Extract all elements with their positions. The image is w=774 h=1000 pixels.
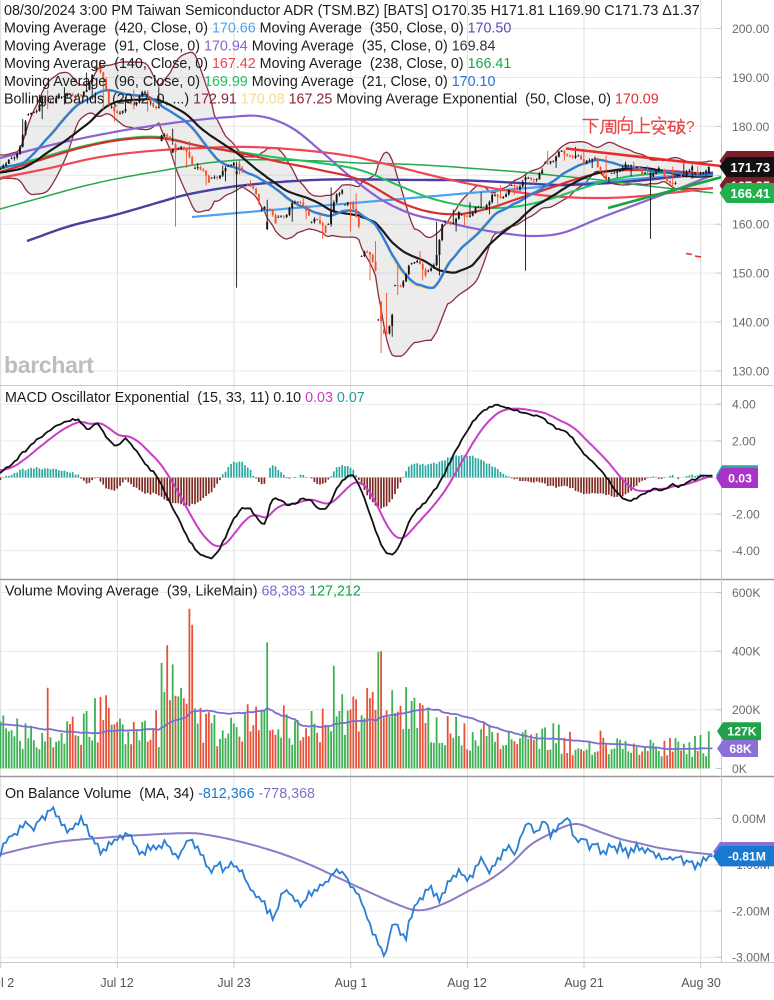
svg-text:08/30/2024 3:00 PM Taiwan Semi: 08/30/2024 3:00 PM Taiwan Semiconductor … [4, 3, 700, 19]
svg-text:-2.00M: -2.00M [732, 904, 770, 918]
svg-text:Aug 30: Aug 30 [681, 976, 721, 990]
svg-text:2.00: 2.00 [732, 434, 756, 448]
svg-text:barchart: barchart [4, 352, 94, 378]
svg-text:-3.00M: -3.00M [732, 951, 770, 965]
svg-text:400K: 400K [732, 645, 760, 659]
svg-text:Moving Average (140, Close, 0: Moving Average (140, Close, 0) 167.42 Mo… [4, 56, 511, 72]
svg-text:-4.00: -4.00 [732, 544, 760, 558]
svg-text:-2.00: -2.00 [732, 508, 760, 522]
svg-text:166.41: 166.41 [730, 186, 770, 201]
svg-text:Jul 2: Jul 2 [0, 976, 14, 990]
svg-text:200K: 200K [732, 703, 760, 717]
svg-text:Moving Average (91, Close, 0): Moving Average (91, Close, 0) 170.94 Mov… [4, 38, 495, 54]
svg-text:Aug 12: Aug 12 [447, 976, 487, 990]
svg-text:-0.81M: -0.81M [728, 850, 766, 864]
svg-text:MACD Oscillator Exponential (: MACD Oscillator Exponential (15, 33, 11)… [5, 390, 365, 406]
svg-text:On Balance Volume (MA, 34) -8: On Balance Volume (MA, 34) -812,366 -778… [5, 786, 315, 802]
svg-text:160.00: 160.00 [732, 218, 769, 232]
svg-text:0.00M: 0.00M [732, 812, 766, 826]
svg-text:Aug 21: Aug 21 [564, 976, 604, 990]
svg-text:0.03: 0.03 [728, 472, 752, 486]
svg-text:130.00: 130.00 [732, 364, 769, 378]
svg-text:Jul 12: Jul 12 [100, 976, 133, 990]
svg-text:Moving Average (96, Close, 0): Moving Average (96, Close, 0) 169.99 Mov… [4, 74, 495, 90]
svg-text:?: ? [686, 119, 695, 136]
svg-text:68K: 68K [729, 742, 752, 756]
svg-text:4.00: 4.00 [732, 398, 756, 412]
svg-text:Bollinger Bands (20, 2, 0, ..: Bollinger Bands (20, 2, 0, ...) 172.91 1… [4, 92, 659, 108]
svg-text:180.00: 180.00 [732, 120, 769, 134]
svg-text:127K: 127K [727, 725, 756, 739]
svg-text:Jul 23: Jul 23 [217, 976, 250, 990]
svg-text:140.00: 140.00 [732, 315, 769, 329]
svg-text:150.00: 150.00 [732, 267, 769, 281]
svg-text:0K: 0K [732, 762, 747, 776]
svg-text:Aug 1: Aug 1 [335, 976, 368, 990]
svg-text:600K: 600K [732, 586, 760, 600]
svg-text:Volume Moving Average (39, Li: Volume Moving Average (39, LikeMain) 68,… [5, 584, 361, 600]
svg-text:200.00: 200.00 [732, 22, 769, 36]
svg-text:171.73: 171.73 [730, 160, 770, 175]
svg-text:190.00: 190.00 [732, 71, 769, 85]
svg-text:Moving Average (420, Close, 0: Moving Average (420, Close, 0) 170.66 Mo… [4, 21, 511, 37]
